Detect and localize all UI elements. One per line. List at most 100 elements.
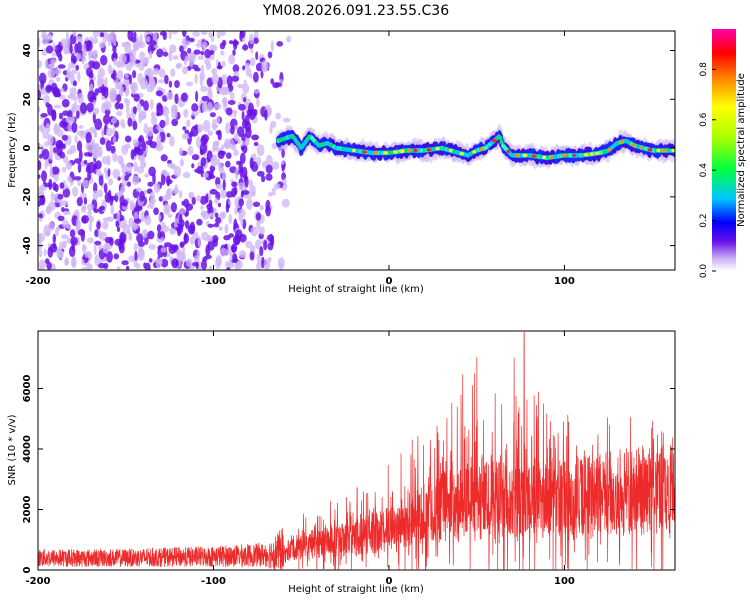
noise-speckle — [200, 50, 205, 56]
noise-speckle — [213, 223, 220, 228]
noise-speckle — [129, 55, 137, 65]
noise-speckle — [77, 179, 82, 187]
noise-speckle — [97, 86, 105, 94]
noise-speckle — [208, 199, 213, 208]
noise-speckle — [111, 73, 115, 79]
noise-speckle — [253, 88, 260, 94]
noise-speckle — [185, 258, 193, 267]
signal-hotspot — [640, 146, 645, 150]
noise-speckle — [95, 160, 102, 170]
noise-speckle — [62, 240, 67, 249]
noise-speckle — [49, 151, 53, 161]
noise-speckle — [136, 166, 145, 174]
noise-speckle — [228, 213, 233, 225]
noise-speckle — [231, 75, 240, 82]
noise-speckle — [45, 59, 49, 69]
noise-speckle — [155, 143, 164, 152]
noise-speckle — [215, 257, 221, 270]
noise-speckle — [38, 213, 43, 219]
noise-speckle — [87, 263, 93, 270]
noise-speckle — [99, 231, 107, 241]
noise-speckle — [228, 233, 235, 238]
spectrogram-y-axis-label: Frequency (Hz) — [7, 112, 18, 188]
noise-speckle — [131, 85, 136, 96]
noise-speckle — [62, 143, 66, 150]
noise-speckle — [265, 154, 273, 167]
noise-speckle — [179, 158, 185, 167]
noise-speckle — [148, 258, 153, 263]
noise-speckle — [235, 229, 243, 240]
noise-speckle — [201, 231, 209, 241]
noise-speckle — [157, 231, 162, 240]
noise-speckle — [245, 126, 252, 139]
noise-speckle — [116, 266, 121, 270]
noise-speckle — [256, 170, 265, 177]
noise-speckle — [166, 174, 171, 187]
noise-speckle — [38, 232, 42, 244]
noise-speckle — [184, 232, 188, 244]
noise-speckle — [106, 251, 113, 263]
noise-speckle — [179, 241, 186, 246]
noise-speckle — [127, 117, 133, 127]
noise-speckle — [261, 60, 269, 72]
noise-speckle — [153, 67, 160, 76]
noise-speckle — [238, 103, 246, 111]
noise-speckle — [237, 126, 245, 137]
noise-speckle — [147, 126, 154, 137]
noise-speckle — [235, 260, 243, 270]
noise-speckle — [255, 239, 262, 250]
noise-speckle — [120, 185, 126, 194]
noise-speckle — [139, 190, 145, 202]
noise-speckle — [221, 170, 227, 182]
noise-speckle — [182, 133, 189, 138]
noise-speckle — [59, 151, 66, 159]
noise-speckle — [63, 210, 68, 216]
noise-speckle — [163, 106, 170, 118]
noise-speckle — [52, 181, 57, 191]
noise-speckle — [242, 83, 250, 94]
y-tick-label: 0 — [22, 145, 33, 152]
noise-speckle — [139, 33, 143, 46]
noise-speckle — [186, 119, 191, 128]
noise-speckle — [141, 229, 149, 239]
y-tick-label: -20 — [22, 188, 33, 206]
noise-speckle — [132, 106, 137, 114]
noise-speckle — [271, 142, 278, 150]
signal-hotspot — [472, 150, 477, 154]
noise-speckle — [165, 91, 174, 100]
y-tick-label: 40 — [22, 44, 33, 58]
noise-speckle — [161, 225, 170, 233]
spectrogram-y-axis: -40 -20 0 20 40 — [22, 44, 675, 255]
noise-speckle — [242, 65, 246, 71]
noise-speckle — [175, 226, 180, 231]
noise-speckle — [81, 54, 85, 65]
noise-speckle — [124, 135, 132, 143]
signal-hotspot — [406, 148, 412, 153]
noise-speckle — [102, 243, 110, 254]
noise-speckle — [114, 102, 121, 110]
noise-speckle — [209, 212, 215, 217]
noise-speckle — [42, 95, 51, 104]
snr-x-axis: -200 -100 0 100 — [25, 331, 575, 587]
x-tick-label: 100 — [554, 576, 575, 587]
noise-speckle — [264, 109, 268, 121]
noise-speckle — [233, 38, 238, 50]
noise-speckle — [255, 262, 263, 270]
noise-speckle — [170, 68, 176, 78]
noise-speckle — [202, 119, 211, 132]
noise-speckle — [162, 51, 169, 57]
signal-hotspot — [656, 148, 661, 153]
noise-speckle — [98, 150, 102, 158]
noise-speckle — [133, 31, 137, 38]
noise-speckle — [78, 124, 84, 129]
noise-speckle — [78, 149, 83, 161]
noise-speckle — [143, 162, 147, 168]
noise-speckle — [220, 211, 227, 219]
noise-speckle — [38, 250, 43, 258]
noise-speckle — [241, 190, 250, 195]
noise-speckle — [168, 31, 172, 40]
noise-speckle — [69, 87, 77, 96]
chart-title: YM08.2026.091.23.55.C36 — [262, 3, 449, 19]
noise-speckle — [267, 242, 274, 251]
